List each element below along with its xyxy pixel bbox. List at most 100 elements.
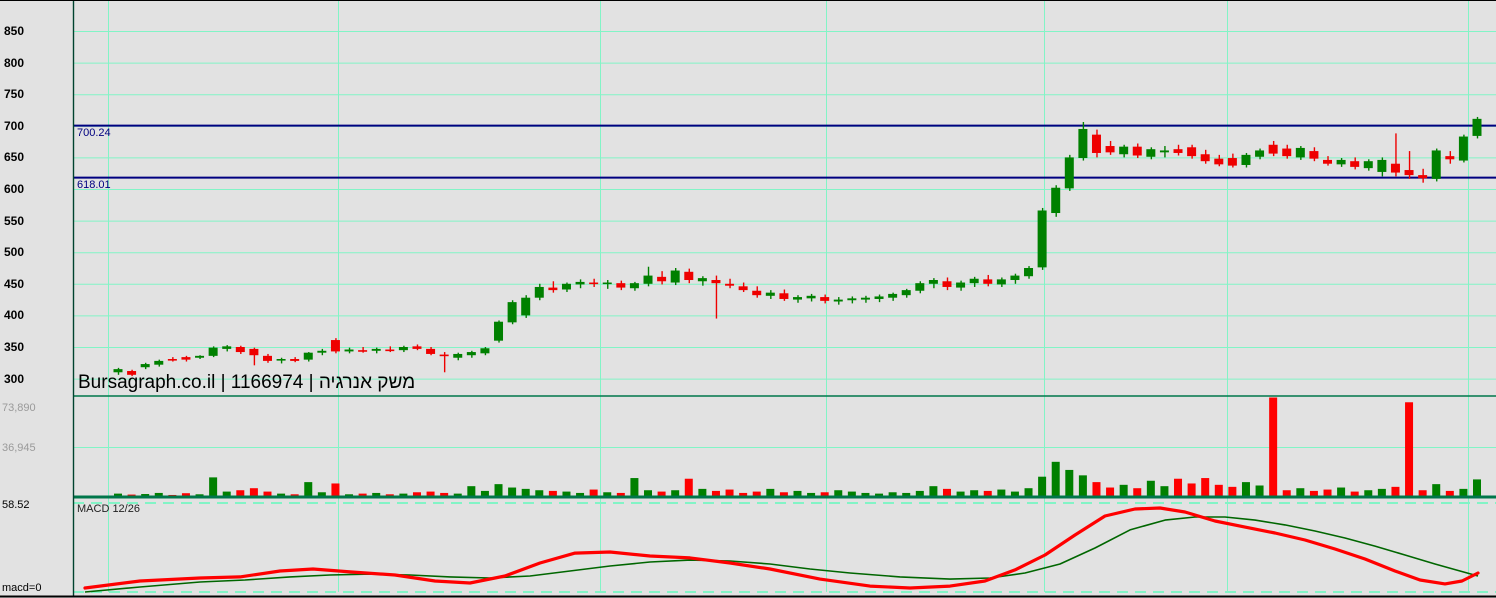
volume-bar — [997, 489, 1006, 497]
candlestick — [996, 279, 1006, 285]
candlestick — [1037, 210, 1047, 268]
volume-bar — [820, 492, 829, 497]
candlestick — [1091, 134, 1101, 153]
candlestick — [439, 354, 449, 357]
candlestick — [1309, 151, 1319, 159]
macd-main-line — [83, 506, 1480, 590]
candlestick — [127, 371, 137, 375]
volume-bar — [929, 486, 938, 497]
candlestick — [670, 270, 680, 283]
volume-bar — [236, 490, 245, 497]
candlestick — [928, 280, 938, 284]
candlestick — [942, 281, 952, 287]
volume-bar — [1092, 482, 1101, 497]
candlestick — [371, 348, 381, 351]
candlestick — [1431, 150, 1441, 179]
volume-bar — [508, 487, 517, 497]
candlestick — [969, 278, 979, 284]
candlestick — [466, 352, 476, 356]
volume-bar — [1282, 490, 1291, 497]
candlestick — [820, 297, 830, 301]
candlestick — [1078, 128, 1088, 159]
candlestick — [113, 369, 123, 373]
candlestick — [303, 352, 313, 360]
volume-bar — [739, 492, 748, 497]
candlestick — [195, 355, 205, 358]
candlestick — [1282, 148, 1292, 157]
level-label-618: 618.01 — [77, 179, 111, 191]
candlestick — [1187, 147, 1197, 157]
volume-bar — [1038, 476, 1047, 497]
price-axis-label: 800 — [4, 55, 25, 70]
candlestick — [1173, 149, 1183, 153]
volume-bar — [1106, 487, 1115, 497]
volume-bar — [1133, 488, 1142, 497]
candlestick — [181, 357, 191, 360]
volume-bar — [983, 490, 992, 497]
candlestick — [1200, 154, 1210, 162]
volume-bar — [562, 491, 571, 497]
volume-bar — [521, 488, 530, 497]
candlestick — [983, 279, 993, 284]
volume-bar — [1391, 486, 1400, 497]
volume-bar — [616, 492, 625, 497]
candlestick — [494, 321, 504, 341]
volume-bar — [1473, 479, 1481, 497]
volume-bar — [942, 488, 951, 497]
volume-bar — [426, 491, 435, 497]
candlestick — [561, 283, 571, 290]
candlestick — [1132, 146, 1142, 156]
volume-bar — [807, 492, 816, 497]
volume-bar — [1160, 486, 1169, 497]
volume-bar — [1174, 478, 1183, 497]
volume-bar — [372, 492, 381, 497]
candlestick — [167, 359, 177, 361]
volume-bar — [548, 490, 557, 497]
volume-axis-label-high: 73,890 — [2, 402, 36, 414]
price-axis-label: 600 — [4, 182, 25, 196]
candlestick — [806, 295, 816, 299]
candlestick — [534, 286, 544, 298]
volume-bar — [358, 493, 367, 497]
volume-bar — [1418, 490, 1427, 497]
level-label-700: 700.24 — [77, 127, 111, 139]
volume-bar — [114, 493, 122, 497]
candlestick — [847, 298, 857, 301]
watermark-text: Bursagraph.co.il | 1166974 | משק אנרגיה — [78, 372, 416, 393]
candlestick — [222, 346, 232, 349]
candlestick — [901, 290, 911, 296]
macd-zero-label: macd=0 — [2, 582, 42, 594]
candlestick — [697, 278, 707, 282]
price-axis-label: 750 — [4, 87, 25, 102]
candlestick — [1458, 136, 1468, 161]
volume-bar — [671, 490, 680, 497]
volume-bar — [1146, 480, 1155, 497]
volume-bar — [888, 492, 897, 497]
candlestick — [208, 347, 218, 356]
price-axis-label: 450 — [4, 276, 25, 291]
volume-bar — [915, 490, 924, 497]
candlestick — [330, 340, 340, 352]
volume-bar — [1051, 461, 1060, 497]
candlestick — [1010, 275, 1020, 281]
volume-bar — [331, 483, 340, 497]
candlestick — [276, 359, 286, 361]
volume-bar — [875, 493, 884, 497]
volume-bar — [440, 492, 449, 497]
price-axis-label: 650 — [4, 150, 25, 165]
candlestick — [1024, 268, 1034, 277]
candlestick — [385, 349, 395, 352]
candlestick — [290, 359, 300, 361]
candlestick — [1214, 158, 1224, 165]
volume-bar — [1010, 491, 1019, 497]
volume-bar — [1337, 487, 1346, 497]
volume-bar — [263, 491, 272, 497]
volume-bar — [1309, 490, 1318, 497]
candlestick — [1105, 146, 1115, 153]
volume-bar — [467, 486, 476, 497]
volume-bar — [1405, 402, 1414, 497]
candlestick — [1146, 149, 1156, 157]
volume-bar — [154, 492, 163, 497]
volume-bar — [1201, 478, 1210, 497]
candlestick — [521, 297, 531, 316]
